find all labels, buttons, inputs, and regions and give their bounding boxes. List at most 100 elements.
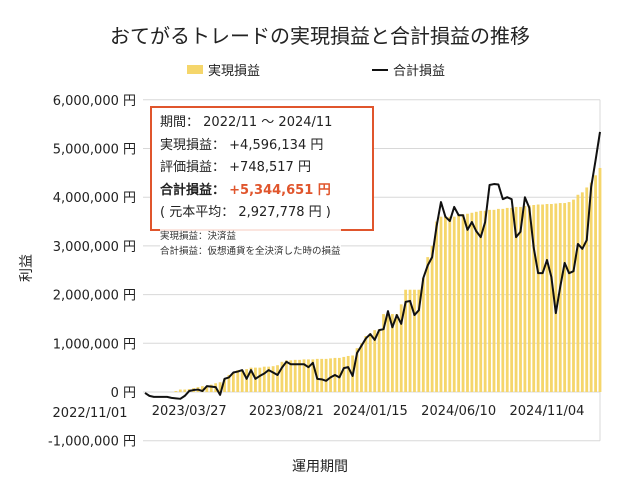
- bar: [377, 329, 381, 392]
- bar: [174, 391, 178, 392]
- legend-swatch-bar: [187, 65, 203, 74]
- bar: [231, 372, 235, 392]
- bar: [360, 343, 363, 392]
- bar: [536, 204, 540, 392]
- period-value: 2022/11 ～ 2024/11: [203, 115, 333, 130]
- bar: [448, 216, 452, 392]
- bar: [558, 203, 562, 392]
- bar: [488, 209, 491, 392]
- bar: [178, 389, 182, 392]
- bar: [514, 206, 518, 392]
- legend-item-realized: 実現損益: [187, 60, 260, 79]
- bar: [421, 278, 425, 392]
- bar: [439, 216, 443, 392]
- bar: [227, 374, 231, 392]
- bar: [594, 175, 597, 392]
- bar: [201, 386, 204, 392]
- legend-item-total: 合計損益: [372, 60, 445, 79]
- x-tick-label: 2024/11/04: [510, 404, 585, 419]
- total-label: 合計損益：: [160, 182, 226, 198]
- y-tick-label: 2,000,000 円: [53, 289, 136, 304]
- y-tick-label: 6,000,000 円: [53, 94, 136, 109]
- y-tick-label: 0 円: [111, 386, 136, 401]
- x-tick-label: 2024/01/15: [333, 404, 408, 419]
- bar: [183, 389, 187, 392]
- bar: [245, 369, 249, 392]
- bar: [205, 386, 209, 392]
- bar: [223, 378, 226, 392]
- bar: [576, 194, 580, 392]
- realized-label: 実現損益：: [160, 137, 226, 153]
- bar: [532, 204, 536, 392]
- bar: [461, 214, 465, 392]
- note: 合計損益：仮想通貨を全決済した時の損益: [160, 246, 341, 257]
- bar: [355, 348, 359, 392]
- bar: [505, 207, 509, 392]
- bar: [346, 355, 350, 392]
- bar: [342, 356, 346, 392]
- bar: [430, 245, 434, 392]
- bar: [580, 192, 584, 392]
- x-tick-label: 2024/06/10: [421, 404, 496, 419]
- bar: [417, 289, 421, 392]
- bar: [386, 314, 390, 392]
- bar: [550, 204, 553, 392]
- bar: [492, 209, 496, 392]
- bar: [267, 366, 271, 392]
- period-label: 期間：: [160, 115, 200, 130]
- y-tick-label: 5,000,000 円: [53, 143, 136, 158]
- bar: [426, 257, 430, 392]
- bar: [457, 214, 461, 392]
- bar: [519, 206, 522, 392]
- bar: [249, 367, 253, 392]
- bar: [474, 211, 478, 392]
- bar: [218, 382, 222, 392]
- bar: [554, 203, 558, 392]
- bar: [527, 205, 531, 392]
- x-tick-label: 2022/11/01: [53, 406, 128, 421]
- bar: [209, 384, 213, 392]
- bar: [364, 335, 368, 392]
- realized-value: +4,596,134 円: [229, 137, 324, 153]
- bar: [337, 357, 341, 392]
- unrealized-label: 評価損益：: [160, 160, 226, 175]
- bar: [589, 182, 593, 392]
- chart-title: おてがるトレードの実現損益と合計損益の推移: [110, 24, 530, 48]
- x-tick-label: 2023/03/27: [152, 404, 227, 419]
- bar: [598, 167, 602, 392]
- bar: [289, 360, 293, 392]
- principal-row: ( 元本平均： 2,927,778 円 ): [160, 205, 331, 220]
- bar: [329, 358, 332, 392]
- bar: [404, 289, 408, 392]
- bar: [324, 358, 328, 392]
- bar: [572, 199, 575, 392]
- bar: [280, 361, 284, 392]
- y-tick-label: 1,000,000 円: [53, 337, 136, 352]
- legend-label: 実現損益: [208, 64, 261, 79]
- bar: [373, 330, 377, 392]
- legend-label: 合計損益: [393, 64, 446, 79]
- bar: [545, 204, 549, 392]
- y-axis-label: 利益: [19, 254, 35, 282]
- bar: [413, 289, 416, 392]
- notes: 実現損益：決済益 合計損益：仮想通貨を全決済した時の損益: [160, 229, 341, 259]
- y-tick-label: 4,000,000 円: [53, 191, 136, 206]
- bar: [443, 216, 447, 392]
- bar: [311, 359, 315, 392]
- bar: [320, 358, 324, 392]
- total-row: 合計損益： +5,344,651 円: [160, 180, 364, 203]
- y-tick-label: -1,000,000 円: [48, 435, 136, 450]
- unrealized-row: 評価損益： +748,517 円: [160, 157, 364, 180]
- bar: [399, 304, 403, 392]
- bar: [496, 208, 500, 392]
- bar: [262, 366, 266, 392]
- bar: [258, 367, 262, 392]
- total-value: +5,344,651 円: [229, 182, 331, 198]
- bar: [307, 359, 310, 392]
- y-tick-label: 3,000,000 円: [53, 240, 136, 255]
- bar: [284, 360, 288, 392]
- bar: [501, 208, 505, 392]
- bar: [483, 210, 487, 392]
- unrealized-value: +748,517 円: [229, 160, 311, 175]
